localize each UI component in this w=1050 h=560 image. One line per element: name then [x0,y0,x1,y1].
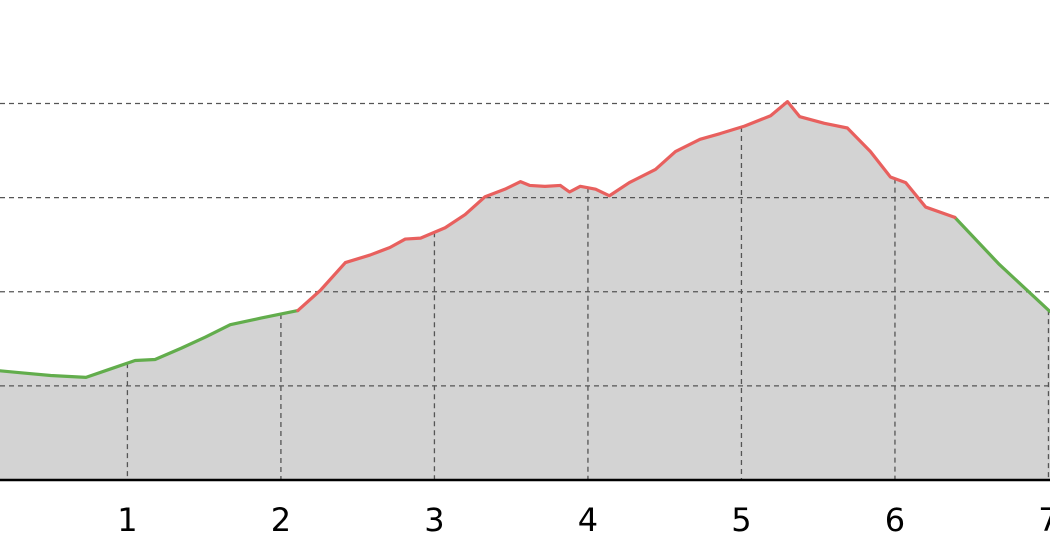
x-tick-label: 6 [885,501,905,539]
profile-line [296,100,957,313]
fill-layer [0,100,1050,481]
x-tick-label: 2 [271,501,291,539]
profile-line [0,215,1050,380]
x-tick-label: 5 [731,501,751,539]
grid-layer [0,102,1050,480]
x-tick-label: 1 [117,501,137,539]
x-tick-label: 3 [424,501,444,539]
label-layer: 1 2 3 4 5 6 7 [117,501,1050,539]
line-layer [0,100,1050,380]
area-fill [297,100,956,481]
x-tick-label: 4 [578,501,598,539]
x-tick-label: 7 [1038,501,1050,539]
